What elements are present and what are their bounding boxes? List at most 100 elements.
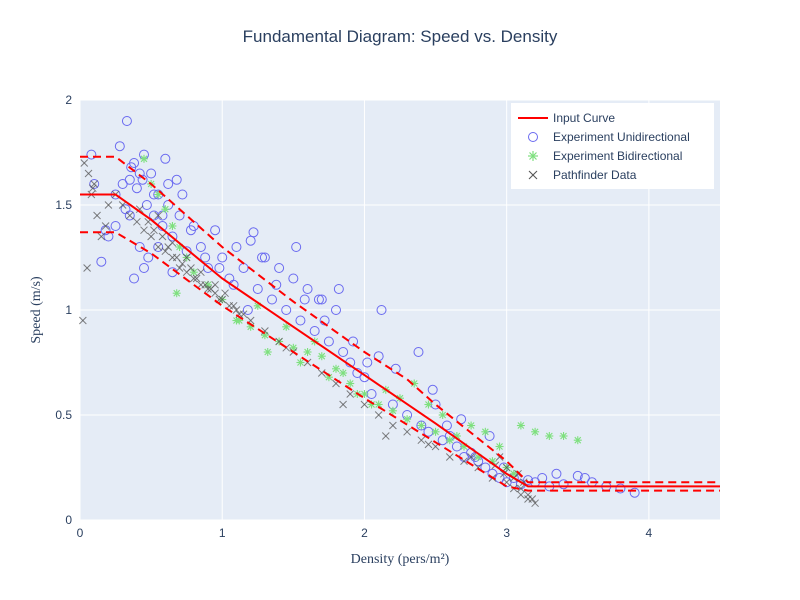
unidirectional-point [331,305,341,315]
pathfinder-point [192,274,201,283]
pathfinder-point [528,495,537,503]
x-tick-label: 1 [219,526,226,540]
unidirectional-point [167,231,178,242]
pathfinder-point [93,211,101,220]
pathfinder-point [97,232,106,241]
pathfinder-point [339,400,347,409]
unidirectional-point [252,284,263,294]
unidirectional-point [629,487,640,498]
legend-item-input-curve: Input Curve [553,111,615,125]
pathfinder-point [140,226,148,235]
unidirectional-point [129,273,140,284]
pathfinder-point [172,253,181,262]
legend-item-experiment-unidirectional: Experiment Unidirectional [553,130,690,144]
unidirectional-point [124,174,135,185]
pathfinder-point [381,432,390,440]
unidirectional-point [129,158,140,168]
unidirectional-point [441,420,452,431]
pathfinder-point [499,469,508,478]
pathfinder-point [517,484,525,493]
unidirectional-point [281,305,292,315]
unidirectional-point [89,179,100,189]
unidirectional-point [110,221,121,231]
unidirectional-point [137,174,148,185]
bidirectional-point [417,421,426,430]
pathfinder-point [403,427,411,436]
pathfinder-point [125,211,134,220]
unidirectional-point [480,462,491,473]
legend-item-pathfinder-data: Pathfinder Data [553,168,637,182]
pathfinder-point [150,226,158,235]
y-tick-label: 1.5 [55,198,72,212]
y-tick-label: 0 [65,513,72,527]
x-tick-label: 4 [646,526,653,540]
pathfinder-point [182,253,191,262]
pathfinder-point [178,259,187,268]
unidirectional-point [313,294,324,305]
bidirectional-point [339,369,348,377]
pathfinder-point [161,247,170,256]
pathfinder-point [175,264,184,272]
unidirectional-point [153,242,164,252]
axis-ticks: 0 0.5 1 1.5 2 0 1 2 3 4 [55,93,652,540]
bidirectional-point [289,343,298,352]
chart-title: Fundamental Diagram: Speed vs. Density [243,27,558,46]
bidirectional-point [388,406,397,415]
y-tick-label: 1 [65,303,72,317]
pathfinder-point [218,295,227,304]
x-tick-label: 3 [503,526,510,540]
bidirectional-point [445,436,454,445]
unidirectional-point [210,225,221,236]
unidirectional-point [295,315,306,326]
y-axis-label: Speed (m/s) [29,276,44,344]
bidirectional-point [438,411,447,419]
unidirectional-point [131,183,142,194]
pathfinder-point [261,327,269,335]
pathfinder-point [154,243,163,251]
x-tick-label: 0 [77,526,84,540]
bidirectional-point [332,364,340,373]
unidirectional-point [267,294,277,305]
bidirectional-point [346,379,355,388]
unidirectional-point [572,470,583,481]
unidirectional-point [121,116,132,126]
bidirectional-point [189,268,198,277]
pathfinder-point [147,232,155,241]
unidirectional-point [171,174,182,185]
unidirectional-point [160,153,171,164]
unidirectional-point [134,168,145,179]
bidirectional-point [140,154,148,163]
unidirectional-point [274,263,285,273]
unidirectional-point [299,294,310,305]
x-axis-label: Density (pers/m²) [351,552,450,567]
unidirectional-point [217,252,228,263]
unidirectional-point [551,468,562,479]
pathfinder-point [158,232,167,241]
input-curve-line [80,193,720,488]
unidirectional-point [413,347,424,357]
pathfinder-point [374,411,383,419]
bidirectional-point [161,205,170,214]
pathfinder-point [221,289,229,298]
input-curve-bound-line [80,155,720,484]
bidirectional-point [317,352,326,361]
bidirectional-point [424,400,433,409]
series-x [78,159,539,508]
y-tick-label: 2 [65,93,72,107]
legend-open-circle-icon [528,132,538,142]
bidirectional-point [168,222,177,230]
bidirectional-point [516,421,525,430]
pathfinder-point [389,421,397,430]
unidirectional-point [146,168,157,179]
bidirectional-point [263,348,272,356]
pathfinder-point [229,301,238,310]
pathfinder-point [101,222,110,230]
unidirectional-point [214,263,225,273]
pathfinder-point [78,316,87,325]
pathfinder-point [187,264,195,272]
unidirectional-point [231,242,242,252]
unidirectional-point [163,179,174,189]
unidirectional-point [120,204,131,215]
pathfinder-point [317,369,326,377]
